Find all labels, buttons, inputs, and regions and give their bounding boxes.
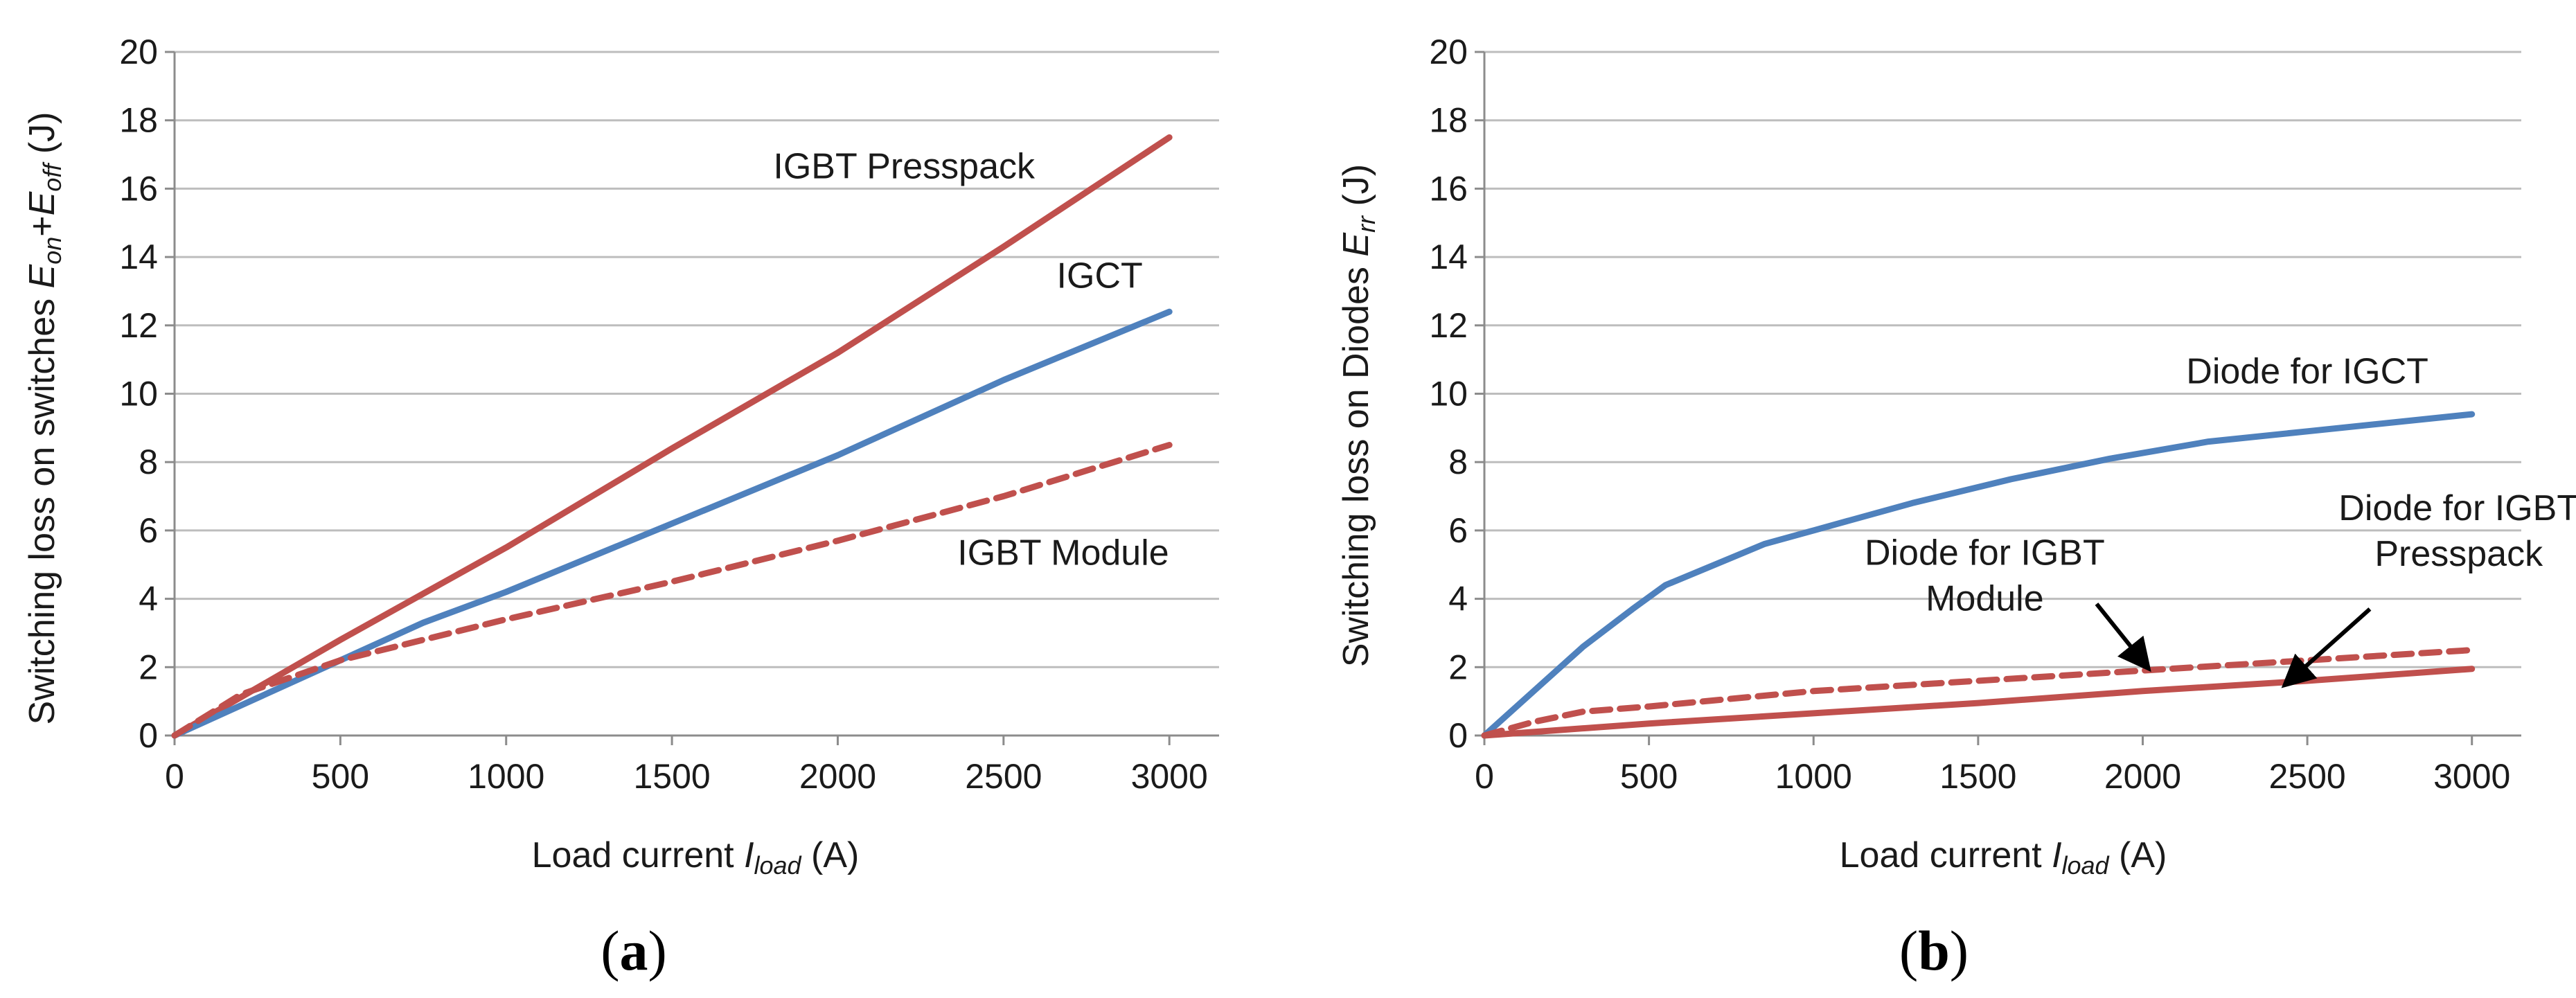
y-tick-label: 2 bbox=[1448, 648, 1468, 686]
y-tick-label: 0 bbox=[1448, 716, 1468, 755]
y-tick-label: 8 bbox=[139, 443, 158, 481]
y-tick-label: 8 bbox=[1448, 443, 1468, 481]
y-tick-label: 18 bbox=[1429, 101, 1468, 140]
axes bbox=[165, 51, 1219, 745]
x-tick-label: 2500 bbox=[2268, 757, 2345, 796]
chart-caption-a: (a) bbox=[601, 919, 667, 982]
axes bbox=[1475, 51, 2521, 745]
x-tick-label: 0 bbox=[1475, 757, 1494, 796]
annotations: Diode for IGCT Diode for IGBT Module Diode … bbox=[1865, 352, 2576, 619]
y-tick-label: 18 bbox=[119, 101, 158, 140]
annotation-label: Diode for IGCT bbox=[2186, 352, 2428, 392]
y-tick-labels: 0 2 4 6 8 10 12 14 16 18 20 bbox=[119, 33, 158, 755]
annotation-label: IGBT Module bbox=[957, 533, 1169, 573]
annotation-label: IGBT Presspack bbox=[773, 147, 1036, 187]
x-tick-label: 1500 bbox=[633, 757, 710, 796]
annotations: IGBT Presspack IGCT IGBT Module bbox=[773, 147, 1169, 573]
x-tick-label: 1000 bbox=[1775, 757, 1852, 796]
annotation-label: Diode for IGBT Module bbox=[1865, 533, 2105, 618]
y-tick-label: 6 bbox=[1448, 511, 1468, 550]
x-tick-labels: 0 500 1000 1500 2000 2500 3000 bbox=[1475, 757, 2510, 796]
x-tick-label: 500 bbox=[312, 757, 369, 796]
chart-panel-b: 0 2 4 6 8 10 12 14 16 18 20 0 500 1000 1500 2000 2500 30… bbox=[1336, 33, 2576, 982]
x-tick-label: 1000 bbox=[468, 757, 544, 796]
annotation-arrow bbox=[2095, 603, 2151, 672]
y-tick-label: 16 bbox=[119, 169, 158, 208]
x-tick-label: 2500 bbox=[965, 757, 1042, 796]
x-tick-label: 3000 bbox=[1131, 757, 1208, 796]
series-group bbox=[171, 134, 1173, 739]
x-tick-label: 3000 bbox=[2433, 757, 2510, 796]
y-axis-label: Switching loss on switches Eon+Eoff (J) bbox=[22, 112, 66, 725]
x-tick-label: 1500 bbox=[1939, 757, 2016, 796]
annotation-arrow bbox=[2281, 607, 2372, 688]
chart-panel-a: 0 2 4 6 8 10 12 14 16 18 20 0 500 1000 1500 2000 2500 30… bbox=[22, 33, 1219, 982]
y-tick-label: 0 bbox=[139, 716, 158, 755]
gridlines bbox=[1484, 51, 2521, 668]
x-axis-label: Load current Iload (A) bbox=[532, 835, 860, 880]
chart-caption-b: (b) bbox=[1899, 919, 1969, 982]
y-tick-label: 4 bbox=[139, 580, 158, 618]
gridlines bbox=[175, 51, 1219, 668]
y-tick-label: 10 bbox=[119, 375, 158, 413]
series-line-diode-for-igbt-module bbox=[1481, 647, 2476, 739]
y-tick-label: 4 bbox=[1448, 580, 1468, 618]
y-tick-label: 12 bbox=[1429, 306, 1468, 345]
x-tick-label: 2000 bbox=[2104, 757, 2181, 796]
y-tick-label: 14 bbox=[1429, 238, 1468, 276]
y-tick-labels: 0 2 4 6 8 10 12 14 16 18 20 bbox=[1429, 33, 1468, 755]
y-tick-label: 12 bbox=[119, 306, 158, 345]
y-axis-label: Switching loss on Diodes Err (J) bbox=[1336, 164, 1380, 667]
annotation-label: IGCT bbox=[1057, 256, 1143, 296]
y-tick-label: 6 bbox=[139, 511, 158, 550]
y-tick-label: 20 bbox=[1429, 33, 1468, 71]
series-line-igbt-presspack bbox=[171, 134, 1173, 739]
x-tick-labels: 0 500 1000 1500 2000 2500 3000 bbox=[165, 757, 1208, 796]
annotation-label: Diode for IGBT Presspack bbox=[2338, 488, 2576, 574]
x-tick-label: 500 bbox=[1620, 757, 1678, 796]
annotation-arrows bbox=[2095, 603, 2372, 688]
y-tick-label: 16 bbox=[1429, 169, 1468, 208]
y-tick-label: 14 bbox=[119, 238, 158, 276]
x-tick-label: 2000 bbox=[799, 757, 876, 796]
x-tick-label: 0 bbox=[165, 757, 184, 796]
series-line-diode-for-igct bbox=[1481, 411, 2476, 739]
series-line-igbt-module bbox=[171, 442, 1173, 739]
x-axis-label: Load current Iload (A) bbox=[1840, 835, 2167, 880]
y-tick-label: 10 bbox=[1429, 375, 1468, 413]
y-tick-label: 2 bbox=[139, 648, 158, 686]
y-tick-label: 20 bbox=[119, 33, 158, 71]
series-line-igct bbox=[171, 308, 1173, 739]
